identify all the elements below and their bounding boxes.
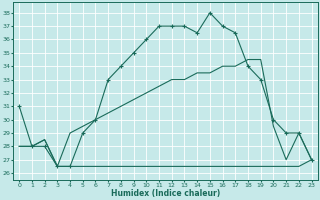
X-axis label: Humidex (Indice chaleur): Humidex (Indice chaleur) (111, 189, 220, 198)
